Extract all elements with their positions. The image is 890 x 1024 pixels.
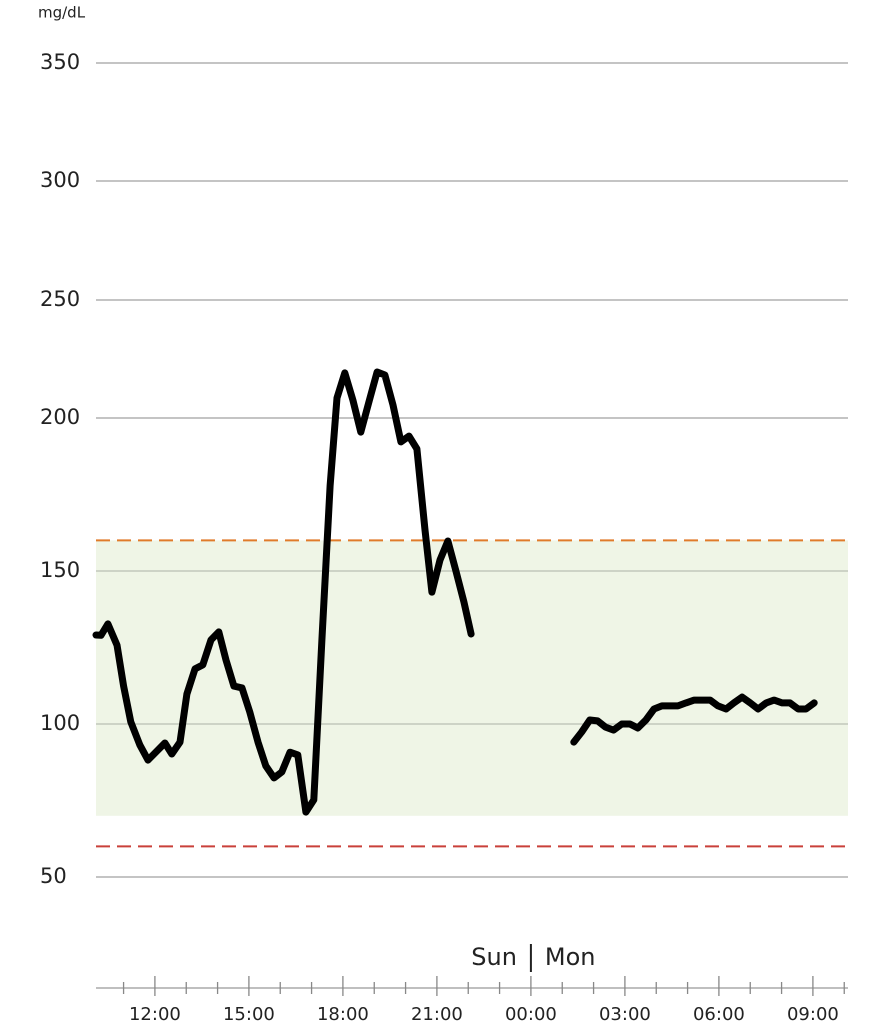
y-tick-label: 250	[40, 287, 80, 311]
y-axis-label: mg/dL	[38, 4, 86, 22]
glucose-line	[570, 693, 818, 746]
x-tick-label: 06:00	[693, 1004, 745, 1024]
target-range	[96, 540, 848, 816]
x-tick-label: 18:00	[317, 1004, 369, 1024]
x-tick-label: 21:00	[411, 1004, 463, 1024]
y-tick-label: 350	[40, 50, 80, 74]
x-tick-label: 12:00	[129, 1004, 181, 1024]
y-tick-label: 300	[40, 168, 80, 192]
y-tick-label: 50	[40, 864, 67, 888]
day-label: Sun	[471, 943, 517, 971]
y-tick-label: 100	[40, 711, 80, 735]
x-tick-label: 09:00	[787, 1004, 839, 1024]
x-tick-label: 03:00	[599, 1004, 651, 1024]
x-tick-label: 00:00	[505, 1004, 557, 1024]
day-label: Mon	[545, 943, 596, 971]
glucose-line	[92, 368, 475, 816]
x-tick-label: 15:00	[223, 1004, 275, 1024]
y-tick-label: 150	[40, 558, 80, 582]
y-tick-label: 200	[40, 405, 80, 429]
